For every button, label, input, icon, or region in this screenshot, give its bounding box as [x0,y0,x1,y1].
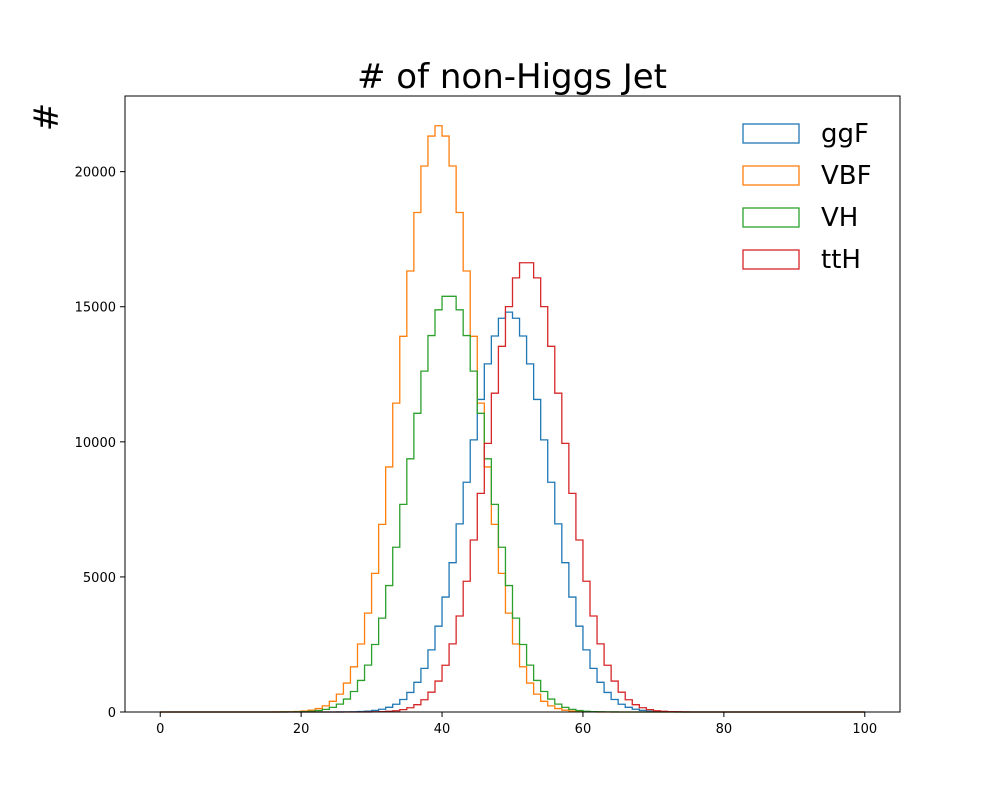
legend-swatch-vbf [742,165,800,186]
legend-label-ggf: ggF [821,119,869,149]
plot-frame [124,95,901,713]
x-tick-label: 40 [434,722,451,737]
series-layer [160,125,865,713]
y-tick-label: 15000 [75,301,116,316]
legend-swatch-vh [742,207,800,228]
y-axis: 0 5000 10000 15000 20000 [75,166,125,721]
x-tick-label: 60 [575,722,592,737]
series-vh-histogram [160,295,865,713]
legend-label-tth: ttH [821,245,861,275]
x-tick-label: 0 [156,722,164,737]
series-ggf-histogram [160,311,865,713]
legend: ggF VBF VH ttH [742,119,872,275]
y-tick-label: 5000 [83,571,116,586]
legend-label-vbf: VBF [821,161,872,191]
x-axis: 0 20 40 60 80 100 [156,712,877,737]
y-tick-label: 20000 [75,166,116,181]
legend-swatch-tth [742,249,800,270]
y-tick-label: 0 [108,706,116,721]
legend-label-vh: VH [821,203,858,233]
legend-swatch-ggf [742,123,800,144]
y-tick-label: 10000 [75,436,116,451]
y-axis-label: # [27,103,67,132]
series-vbf-histogram [160,125,865,713]
chart-title: # of non-Higgs Jet [357,57,667,97]
x-tick-label: 20 [293,722,310,737]
x-tick-label: 100 [852,722,877,737]
x-tick-label: 80 [716,722,733,737]
